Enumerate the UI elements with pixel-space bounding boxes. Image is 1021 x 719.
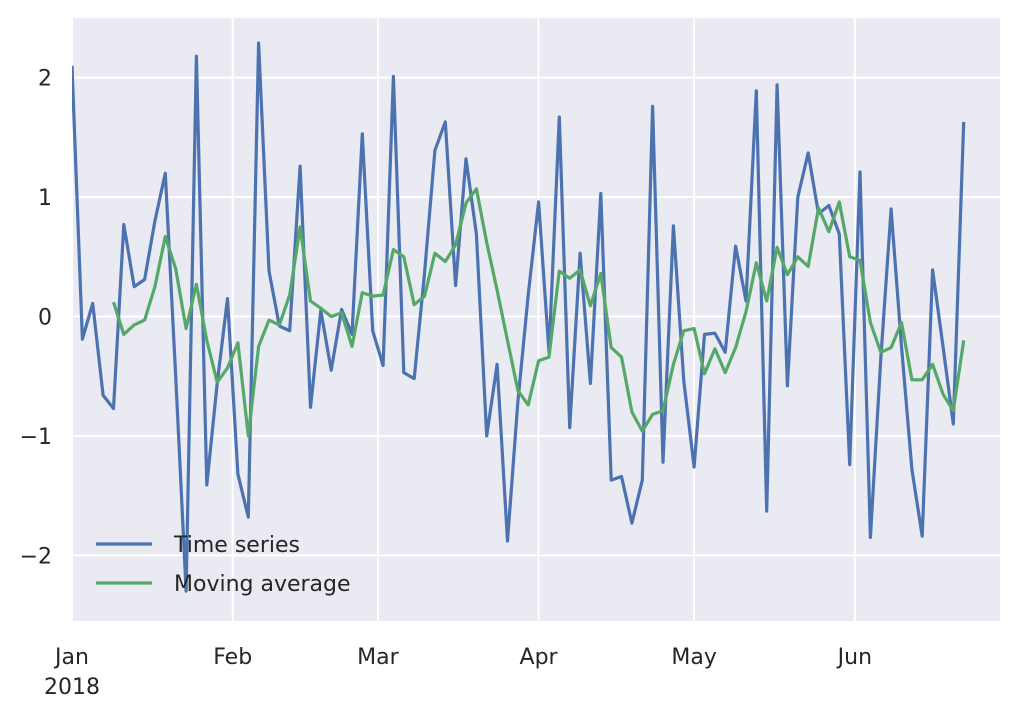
x-tick-label: Apr [520,645,559,670]
y-tick-label: 2 [38,67,52,92]
plot-area [72,18,1000,621]
x-tick-label: Mar [357,645,399,670]
x-tick-label: Feb [213,645,252,670]
x-tick-label: Jun [836,645,872,670]
legend-label: Time series [173,533,300,558]
legend-label: Moving average [174,572,351,597]
legend: Time series Moving average [96,533,351,597]
series-layer [72,41,966,593]
y-axis: −2 −1 0 1 2 [20,67,52,570]
y-tick-label: −2 [20,544,52,569]
y-tick-label: 0 [38,306,52,331]
x-axis: Jan 2018 Feb Mar Apr May Jun [44,645,872,700]
y-tick-label: −1 [20,425,52,450]
x-tick-sublabel: 2018 [44,675,100,700]
x-tick-label: May [671,645,716,670]
x-tick-label: Jan [53,645,89,670]
y-tick-label: 1 [38,186,52,211]
series-line-2 [111,187,966,438]
series-line-1 [72,41,966,593]
